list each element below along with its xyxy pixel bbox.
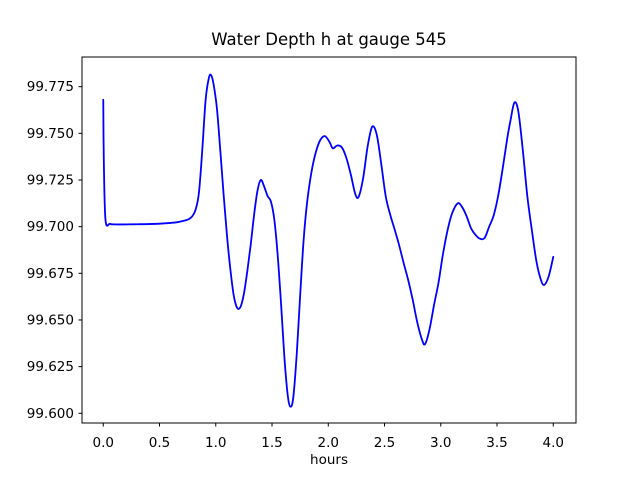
y-tick-label: 99.600 [27,406,74,422]
x-tick-label: 2.5 [374,435,395,451]
x-tick-label: 0.5 [149,435,170,451]
x-tick-label: 1.0 [205,435,226,451]
y-tick-label: 99.675 [27,266,74,282]
y-tick-label: 99.625 [27,359,74,375]
plot-border [81,56,577,424]
y-tick-label: 99.700 [27,219,74,235]
x-axis-label: hours [310,452,348,468]
y-axis-ticks: 99.600 99.625 99.650 99.675 99.700 99.725 99.7… [27,79,82,422]
x-tick-label: 3.0 [430,435,451,451]
x-tick-label: 0.0 [93,435,114,451]
chart-title: Water Depth h at gauge 545 [211,30,446,49]
x-tick-label: 3.5 [486,435,507,451]
x-tick-label: 4.0 [543,435,564,451]
y-tick-label: 99.725 [27,172,74,188]
x-tick-label: 2.0 [318,435,339,451]
y-tick-label: 99.650 [27,312,74,328]
y-tick-label: 99.750 [27,126,74,142]
x-tick-label: 1.5 [261,435,282,451]
y-tick-label: 99.775 [27,79,74,95]
water-depth-line [102,73,555,408]
x-axis-ticks: 0.0 0.5 1.0 1.5 2.0 2.5 3.0 3.5 4.0 [93,423,564,451]
